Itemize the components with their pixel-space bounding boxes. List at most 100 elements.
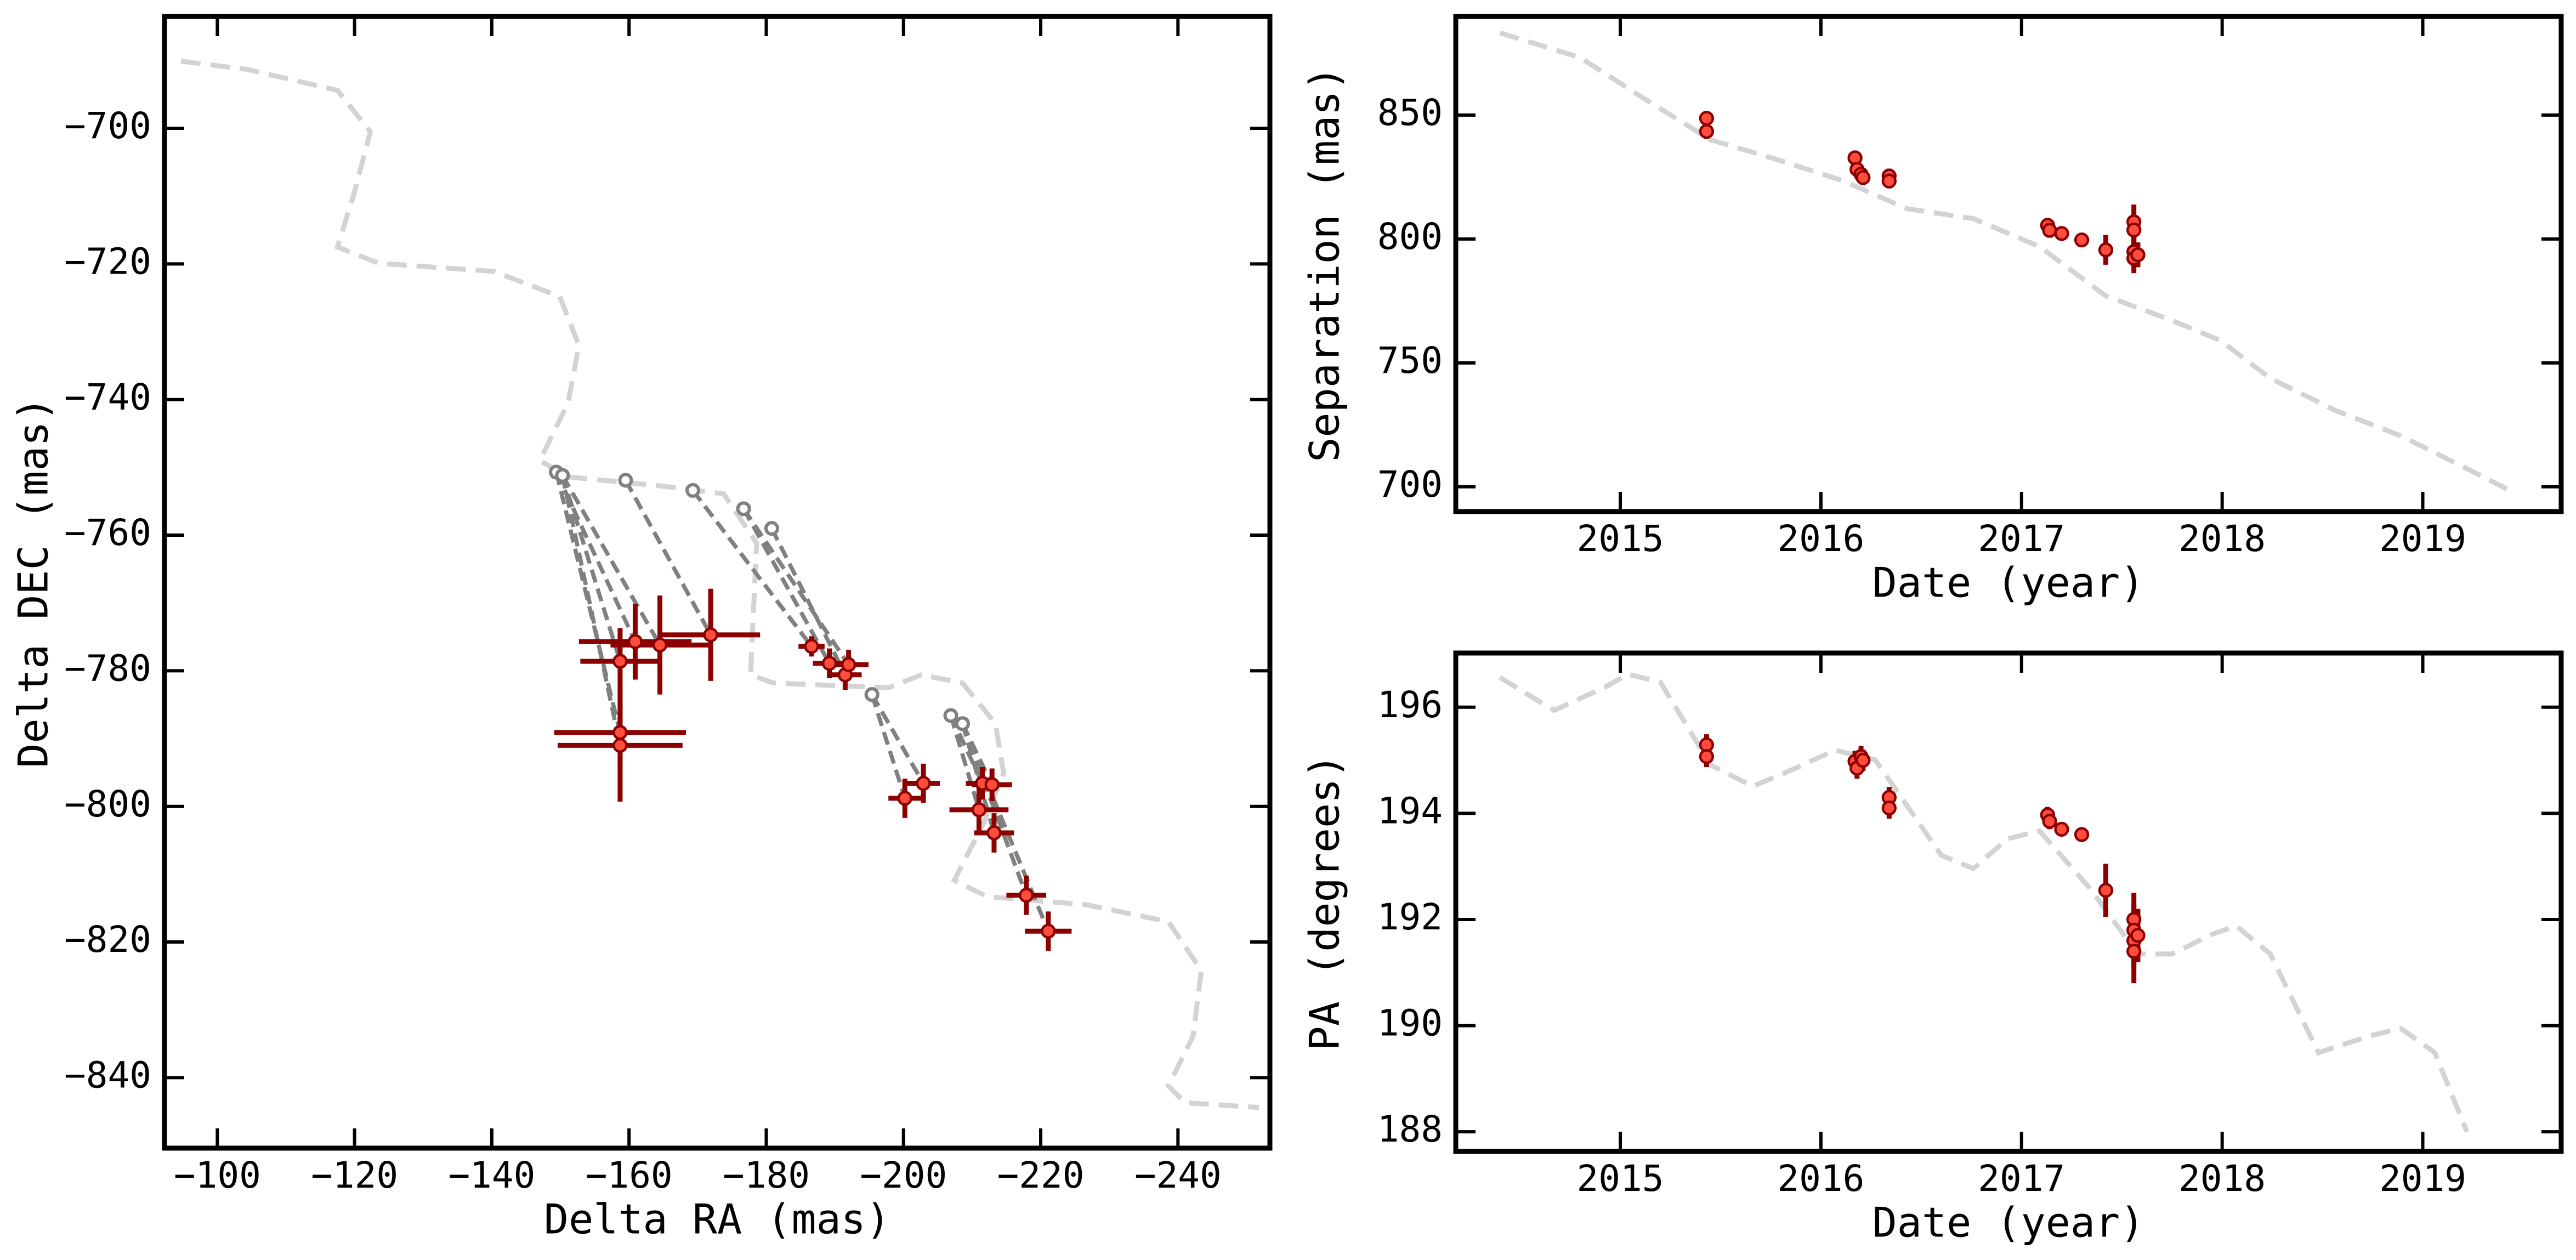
observation bbox=[897, 791, 912, 806]
y-tick-label: 700 bbox=[1377, 463, 1443, 506]
observation bbox=[2126, 222, 2142, 238]
observation bbox=[2054, 226, 2069, 241]
model-curve bbox=[1499, 671, 2470, 1133]
y-tick-label: 192 bbox=[1377, 896, 1443, 938]
y-tick-label: −800 bbox=[64, 783, 151, 825]
y-tick-label: 800 bbox=[1377, 215, 1443, 258]
observation bbox=[1881, 801, 1897, 816]
connector bbox=[691, 489, 814, 648]
observation bbox=[2130, 247, 2146, 263]
observation bbox=[986, 825, 1002, 841]
observation bbox=[2098, 883, 2114, 898]
x-tick-label: 2016 bbox=[1777, 1157, 1864, 1200]
observation bbox=[2130, 928, 2146, 943]
observation bbox=[612, 654, 628, 669]
panel: −100 −120 −140 −160 −180 −200 −220 −240 −840 −820… bbox=[9, 14, 1273, 1244]
observation bbox=[2042, 223, 2057, 238]
observation bbox=[2074, 827, 2090, 842]
x-tick-label: 2016 bbox=[1777, 518, 1864, 560]
y-tick-label: −740 bbox=[64, 376, 151, 418]
model-point bbox=[685, 483, 701, 498]
x-axis-label: Date (year) bbox=[1873, 559, 2145, 607]
observation bbox=[627, 634, 643, 649]
observation bbox=[804, 639, 819, 654]
model-point bbox=[864, 687, 880, 702]
model-point bbox=[736, 501, 751, 517]
observation bbox=[2126, 944, 2142, 959]
observation bbox=[1699, 111, 1715, 126]
x-tick-label: −220 bbox=[997, 1154, 1085, 1196]
x-tick-label: 2015 bbox=[1577, 1157, 1664, 1200]
observation bbox=[652, 637, 668, 653]
model-point bbox=[555, 468, 570, 483]
y-axis-label: PA (degrees) bbox=[1301, 754, 1349, 1051]
observation bbox=[1019, 888, 1034, 903]
y-tick-label: −840 bbox=[64, 1054, 151, 1096]
x-tick-label: −140 bbox=[448, 1154, 535, 1196]
x-tick-label: 2018 bbox=[2178, 518, 2266, 560]
observation bbox=[916, 776, 931, 791]
y-tick-label: 850 bbox=[1377, 92, 1443, 134]
observation bbox=[984, 777, 1000, 792]
y-tick-label: −720 bbox=[64, 240, 151, 282]
x-tick-label: −160 bbox=[586, 1154, 673, 1196]
x-tick-label: −120 bbox=[311, 1154, 398, 1196]
connector bbox=[623, 479, 713, 636]
y-tick-label: 196 bbox=[1377, 684, 1443, 726]
observation bbox=[1856, 752, 1871, 768]
x-tick-label: −180 bbox=[723, 1154, 810, 1196]
plot-frame bbox=[162, 14, 1273, 1151]
y-tick-label: 194 bbox=[1377, 790, 1443, 832]
observation bbox=[2042, 814, 2057, 829]
y-tick-label: −700 bbox=[64, 105, 151, 147]
connector bbox=[560, 475, 622, 662]
panel: 2015 2016 2017 2018 2019 700 750 800 850 Date (ye… bbox=[1301, 14, 2564, 607]
observation bbox=[612, 725, 628, 740]
x-tick-label: 2019 bbox=[2379, 1157, 2466, 1200]
x-tick-label: −200 bbox=[860, 1154, 947, 1196]
observation bbox=[2074, 232, 2090, 248]
observation bbox=[1881, 173, 1897, 189]
model-curve bbox=[180, 59, 1259, 1110]
connector bbox=[949, 714, 981, 810]
x-tick-label: −100 bbox=[174, 1154, 261, 1196]
x-tick-label: 2015 bbox=[1577, 518, 1664, 560]
observation bbox=[1041, 923, 1056, 939]
connector bbox=[742, 507, 850, 666]
observation bbox=[2098, 242, 2114, 258]
observation bbox=[821, 656, 837, 671]
y-tick-label: 188 bbox=[1377, 1108, 1443, 1150]
y-tick-label: −820 bbox=[64, 918, 151, 961]
x-tick-label: 2017 bbox=[1978, 1157, 2065, 1200]
y-axis-label: Separation (mas) bbox=[1301, 66, 1349, 462]
x-tick-label: 2019 bbox=[2379, 518, 2466, 560]
model-point bbox=[764, 521, 779, 536]
x-tick-label: −240 bbox=[1134, 1154, 1222, 1196]
connector bbox=[770, 527, 847, 676]
observation bbox=[612, 737, 628, 753]
y-tick-label: 750 bbox=[1377, 339, 1443, 382]
plot-frame bbox=[1453, 650, 2564, 1154]
observation bbox=[1699, 749, 1715, 764]
observation bbox=[703, 627, 718, 643]
connector bbox=[741, 508, 831, 665]
connector bbox=[870, 694, 907, 799]
x-tick-label: 2017 bbox=[1978, 518, 2065, 560]
connector bbox=[560, 474, 662, 646]
y-tick-label: −760 bbox=[64, 512, 151, 554]
observation bbox=[971, 802, 987, 818]
model-point bbox=[943, 708, 958, 723]
x-axis-label: Delta RA (mas) bbox=[544, 1195, 890, 1244]
model-curve bbox=[1499, 30, 2510, 492]
observation bbox=[2054, 821, 2069, 837]
model-point bbox=[955, 716, 970, 731]
panel: 2015 2016 2017 2018 2019 188 190 192 194 196 Date … bbox=[1301, 650, 2564, 1247]
plot-frame bbox=[1453, 14, 2564, 514]
model-point bbox=[618, 473, 633, 488]
x-axis-label: Date (year) bbox=[1873, 1199, 2145, 1247]
connector bbox=[870, 693, 926, 785]
observation bbox=[1856, 170, 1871, 185]
y-tick-label: −780 bbox=[64, 647, 151, 689]
